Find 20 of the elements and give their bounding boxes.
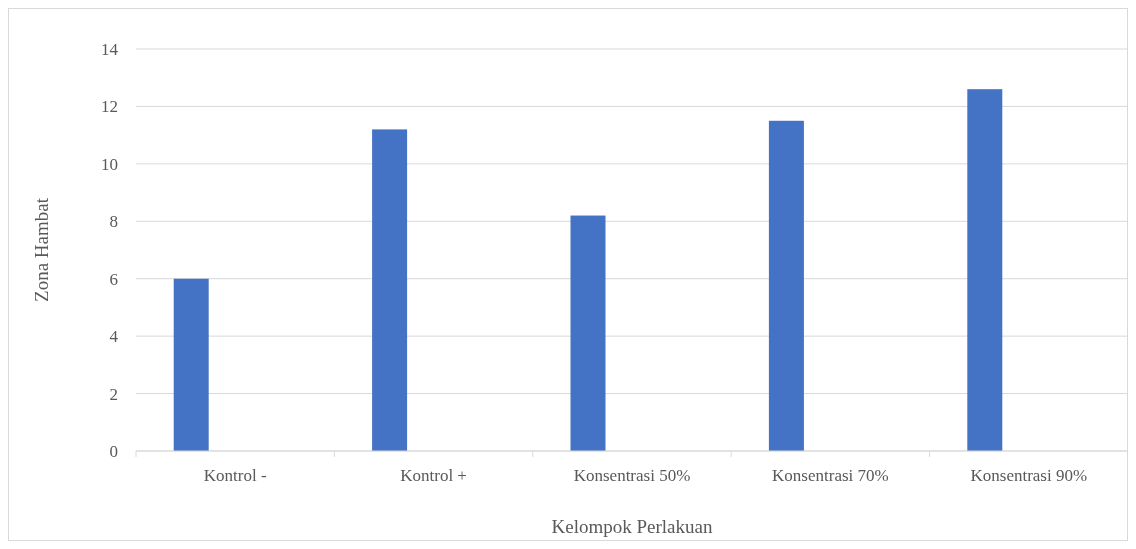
y-tick-label: 12 (101, 97, 118, 117)
x-tick-label: Kontrol - (203, 466, 267, 485)
bar (173, 278, 209, 451)
y-tick-label: 0 (109, 441, 118, 461)
x-tick-label: Konsentrasi 90% (970, 466, 1088, 485)
bar (768, 120, 804, 451)
bar (967, 89, 1003, 451)
y-tick-label: 6 (109, 269, 118, 289)
y-axis-title: Zona Hambat (31, 197, 52, 302)
x-axis-title: Kelompok Perlakuan (551, 516, 713, 537)
y-tick-label: 8 (109, 212, 118, 232)
y-tick-label: 4 (109, 327, 119, 347)
x-tick-label: Konsentrasi 50% (573, 466, 691, 485)
bar (570, 215, 606, 451)
x-tick-label: Konsentrasi 70% (772, 466, 889, 485)
y-tick-label: 10 (101, 154, 118, 174)
y-tick-label: 2 (109, 384, 118, 404)
x-tick-label: Kontrol + (400, 466, 467, 485)
y-tick-label: 14 (101, 39, 119, 59)
bar (372, 129, 408, 451)
